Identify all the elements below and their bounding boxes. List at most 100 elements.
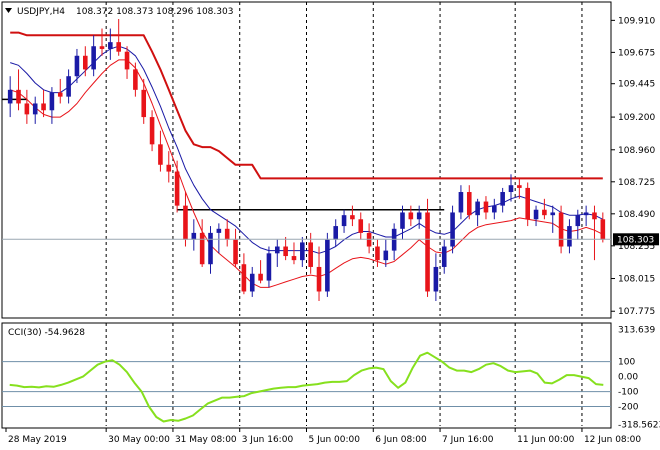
candle-body bbox=[174, 171, 180, 206]
candle-body bbox=[66, 76, 71, 97]
candle-body bbox=[49, 92, 55, 111]
time-tick-label: 6 Jun 08:00 bbox=[375, 435, 427, 445]
time-tick-label: 5 Jun 00:00 bbox=[309, 435, 361, 445]
candle-body bbox=[16, 89, 21, 104]
candle-body bbox=[258, 273, 263, 281]
candle-body bbox=[24, 103, 30, 115]
candle-body bbox=[441, 246, 447, 267]
current-price-value: 108.303 bbox=[617, 235, 654, 245]
candle-body bbox=[166, 164, 172, 172]
current-price-tag bbox=[613, 233, 659, 246]
ohlc-readout: 108.372 108.373 108.296 108.303 bbox=[76, 7, 233, 17]
candle-body bbox=[41, 103, 46, 111]
candle-body bbox=[358, 219, 364, 233]
time-tick-label: 3 Jun 16:00 bbox=[242, 435, 294, 445]
candle-body bbox=[7, 89, 13, 104]
candle-body bbox=[283, 246, 288, 257]
candle-body bbox=[492, 205, 497, 213]
price-tick-label: 108.725 bbox=[618, 178, 655, 188]
candle-body bbox=[583, 212, 589, 216]
price-tick-label: 108.015 bbox=[618, 275, 655, 285]
candle-body bbox=[567, 226, 572, 247]
price-tick-label: 107.775 bbox=[618, 307, 655, 317]
price-tick-label: 108.960 bbox=[618, 146, 655, 156]
candle-body bbox=[308, 242, 313, 267]
candle-body bbox=[500, 192, 505, 206]
time-tick-label: 12 Jun 08:00 bbox=[584, 435, 641, 445]
candle-body bbox=[325, 239, 330, 292]
candle-body bbox=[483, 201, 489, 213]
candle-body bbox=[316, 266, 322, 292]
candle-body bbox=[32, 103, 38, 115]
candle-body bbox=[416, 212, 422, 220]
cci-tick-label: -100 bbox=[618, 388, 639, 398]
candle-body bbox=[558, 212, 564, 247]
cci-tick-label: -318.5623 bbox=[618, 420, 660, 430]
candle-body bbox=[600, 219, 606, 240]
price-tick-label: 109.445 bbox=[618, 80, 655, 90]
candle-body bbox=[149, 117, 155, 145]
candle-body bbox=[475, 201, 480, 216]
candle-body bbox=[550, 212, 556, 216]
price-tick-label: 109.675 bbox=[618, 48, 655, 58]
trailing-stop-line bbox=[10, 31, 603, 180]
candle-body bbox=[241, 264, 247, 292]
axes: 109.910 109.675 109.445 109.200 108.960 108.7… bbox=[5, 16, 660, 445]
price-tick-label: 108.490 bbox=[618, 210, 655, 220]
cci-label: CCI(30) -54.9628 bbox=[8, 328, 85, 338]
price-tick-label: 109.200 bbox=[618, 113, 655, 123]
candle-body bbox=[300, 242, 305, 261]
candle-body bbox=[433, 266, 439, 292]
cci-line bbox=[9, 351, 604, 423]
time-tick-label: 11 Jun 00:00 bbox=[517, 435, 574, 445]
candle-body bbox=[350, 215, 355, 220]
price-series bbox=[2, 18, 611, 302]
candle-body bbox=[525, 187, 530, 220]
candle-body bbox=[592, 212, 597, 220]
candle-body bbox=[216, 228, 222, 233]
price-tick-label: 109.910 bbox=[618, 16, 655, 26]
symbol-label[interactable]: USDJPY,H4 bbox=[17, 7, 65, 17]
candle-body bbox=[83, 55, 88, 70]
candle-body bbox=[199, 232, 205, 265]
symbol-dropdown-icon[interactable] bbox=[5, 8, 12, 13]
candle-body bbox=[341, 215, 347, 227]
candle-body bbox=[108, 42, 113, 49]
slow-moving-average bbox=[10, 59, 604, 288]
cci-tick-label: -200 bbox=[618, 403, 639, 413]
price-tick-label: 108.255 bbox=[618, 242, 655, 252]
cci-series bbox=[2, 351, 611, 423]
cci-tick-label: 0.00 bbox=[618, 373, 638, 383]
cci-tick-label: 313.639 bbox=[618, 326, 655, 336]
candle-body bbox=[208, 232, 213, 265]
candle-body bbox=[333, 226, 339, 240]
candle-body bbox=[375, 246, 380, 261]
candle-body bbox=[274, 246, 280, 254]
candle-body bbox=[425, 212, 430, 292]
candle-body bbox=[466, 192, 472, 216]
candle-body bbox=[450, 212, 455, 247]
cci-tick-label: 100 bbox=[618, 358, 635, 368]
candle-body bbox=[74, 55, 80, 77]
time-tick-label: 31 May 08:00 bbox=[175, 435, 237, 445]
candle-body bbox=[233, 239, 238, 265]
candle-body bbox=[400, 212, 405, 229]
candle-body bbox=[116, 42, 121, 52]
time-tick-label: 28 May 2019 bbox=[8, 435, 67, 445]
candle-body bbox=[91, 46, 96, 70]
candle-body bbox=[517, 185, 522, 188]
candle-body bbox=[133, 69, 138, 90]
candle-body bbox=[575, 215, 581, 227]
candle-body bbox=[99, 46, 105, 49]
candle-body bbox=[224, 228, 230, 240]
candle-body bbox=[57, 92, 63, 97]
candle-body bbox=[291, 256, 297, 261]
candle-body bbox=[383, 250, 389, 261]
candle-body bbox=[158, 144, 163, 165]
candle-body bbox=[124, 51, 130, 70]
candle-body bbox=[191, 232, 197, 240]
candle-body bbox=[458, 192, 464, 213]
time-tick-label: 30 May 00:00 bbox=[108, 435, 170, 445]
candle-body bbox=[249, 273, 255, 292]
